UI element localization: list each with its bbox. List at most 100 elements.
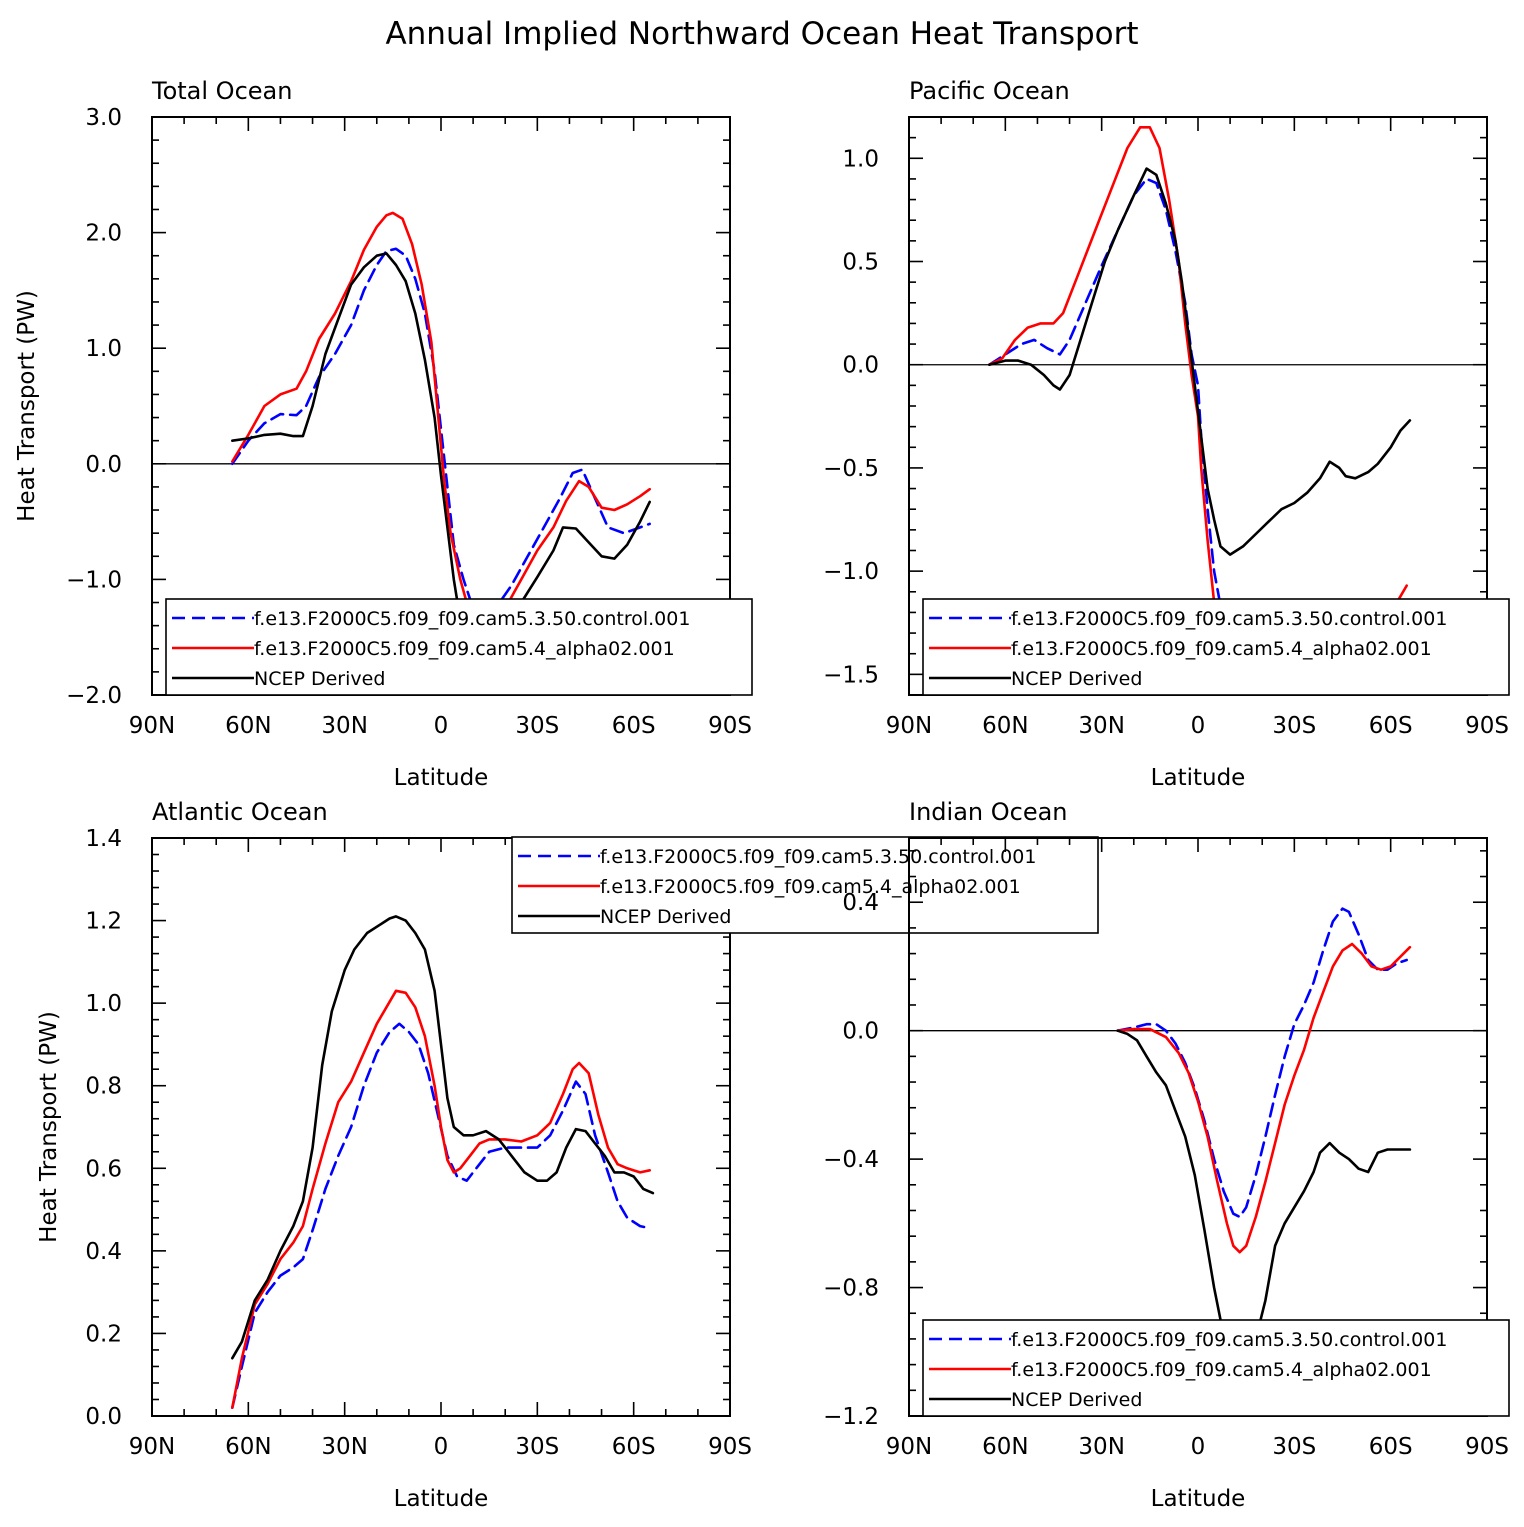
y-tick-label: 1.0 [85, 991, 122, 1017]
x-axis-title: Latitude [394, 765, 489, 791]
legend-label-control: f.e13.F2000C5.f09_f09.cam5.3.50.control.… [1011, 1329, 1447, 1351]
y-axis-title: Heat Transport (PW) [36, 1011, 62, 1243]
y-tick-label: 1.4 [85, 826, 122, 852]
y-tick-label: 1.0 [85, 336, 122, 362]
series-line-ncep [988, 167, 1412, 556]
x-tick-label: 0 [1191, 713, 1206, 739]
legend-label-alpha02: f.e13.F2000C5.f09_f09.cam5.4_alpha02.001 [254, 638, 675, 660]
y-axis-title: Heat Transport (PW) [14, 290, 40, 522]
x-tick-label: 90S [708, 1434, 752, 1460]
legend-label-ncep: NCEP Derived [1011, 1389, 1142, 1411]
x-tick-label: 30S [515, 1434, 559, 1460]
legend-label-ncep: NCEP Derived [1011, 668, 1142, 690]
y-tick-label: 0.0 [842, 1019, 879, 1045]
series-line-ncep [231, 915, 655, 1360]
panel-0: 90N 60N 30N 0 30S 60S 90S −2.0 −1.0 0.0 1.0 2.0 3.0 T… [14, 77, 753, 791]
y-tick-label: 0.2 [85, 1321, 122, 1347]
x-tick-label: 60N [982, 713, 1028, 739]
legend-label-control: f.e13.F2000C5.f09_f09.cam5.3.50.control.… [254, 608, 690, 630]
x-axis-title: Latitude [1151, 765, 1246, 791]
y-tick-label: 0.6 [85, 1156, 122, 1182]
y-tick-label: −2.0 [66, 683, 122, 709]
x-tick-label: 30N [321, 713, 367, 739]
x-tick-label: 90N [886, 1434, 932, 1460]
y-tick-label: −0.5 [823, 456, 879, 482]
y-tick-label: 1.2 [85, 909, 122, 935]
x-tick-label: 90N [129, 713, 175, 739]
y-tick-label: 2.0 [85, 221, 122, 247]
series-line-control [1116, 907, 1408, 1219]
series-line-alpha02 [231, 211, 651, 630]
x-tick-label: 60S [612, 1434, 656, 1460]
legend-box [922, 1319, 1510, 1417]
legend-label-control: f.e13.F2000C5.f09_f09.cam5.3.50.control.… [600, 846, 1036, 868]
y-tick-label: 0.4 [842, 890, 879, 916]
series-line-control [231, 1022, 651, 1409]
panel-3: 90N 60N 30N 0 30S 60S 90S −1.2 −0.8 −0.4 0.0 0.4 Ind… [823, 798, 1510, 1512]
x-tick-label: 60N [982, 1434, 1028, 1460]
y-tick-label: −0.8 [823, 1276, 879, 1302]
legend-label-control: f.e13.F2000C5.f09_f09.cam5.3.50.control.… [1011, 608, 1447, 630]
y-tick-label: −1.0 [66, 567, 122, 593]
legend: f.e13.F2000C5.f09_f09.cam5.3.50.control.… [922, 1319, 1510, 1417]
panel-title: Indian Ocean [909, 798, 1068, 826]
x-tick-label: 30N [1078, 1434, 1124, 1460]
x-tick-label: 60S [1369, 1434, 1413, 1460]
legend-label-alpha02: f.e13.F2000C5.f09_f09.cam5.4_alpha02.001 [1011, 638, 1432, 660]
y-tick-label: 1.0 [842, 146, 879, 172]
legend-label-alpha02: f.e13.F2000C5.f09_f09.cam5.4_alpha02.001 [1011, 1359, 1432, 1381]
series-line-control [988, 177, 1408, 649]
legend: f.e13.F2000C5.f09_f09.cam5.3.50.control.… [511, 836, 1099, 934]
legend-label-alpha02: f.e13.F2000C5.f09_f09.cam5.4_alpha02.001 [600, 876, 1021, 898]
x-tick-label: 60N [225, 1434, 271, 1460]
x-tick-label: 90N [886, 713, 932, 739]
x-tick-label: 90S [708, 713, 752, 739]
x-tick-label: 90S [1465, 1434, 1509, 1460]
x-tick-label: 0 [434, 1434, 449, 1460]
panel-2: 90N 60N 30N 0 30S 60S 90S 0.0 0.2 0.4 0.6 0.8 1.0 1.2… [36, 798, 1099, 1512]
x-tick-label: 30S [1272, 1434, 1316, 1460]
legend-box [511, 836, 1099, 934]
x-tick-label: 30N [321, 1434, 367, 1460]
y-tick-label: 0.5 [842, 250, 879, 276]
legend-label-ncep: NCEP Derived [254, 668, 385, 690]
series-line-control [231, 247, 651, 620]
y-tick-label: −0.4 [823, 1147, 879, 1173]
x-tick-label: 60S [1369, 713, 1413, 739]
legend: f.e13.F2000C5.f09_f09.cam5.3.50.control.… [922, 598, 1510, 696]
y-tick-label: 0.8 [85, 1074, 122, 1100]
y-tick-label: 0.0 [842, 353, 879, 379]
y-tick-label: −1.5 [823, 662, 879, 688]
x-tick-label: 0 [434, 713, 449, 739]
x-tick-label: 90S [1465, 713, 1509, 739]
main-title: Annual Implied Northward Ocean Heat Tran… [385, 16, 1138, 52]
x-axis-title: Latitude [1151, 1486, 1246, 1512]
series-line-alpha02 [231, 989, 651, 1409]
legend: f.e13.F2000C5.f09_f09.cam5.3.50.control.… [165, 598, 753, 696]
x-axis-title: Latitude [394, 1486, 489, 1512]
y-tick-label: −1.2 [823, 1404, 879, 1430]
panel-1: 90N 60N 30N 0 30S 60S 90S −1.5 −1.0 −0.5 0.0 0.5 1.0… [823, 77, 1510, 791]
panel-title: Atlantic Ocean [152, 798, 328, 826]
chart-panels: 90N 60N 30N 0 30S 60S 90S −2.0 −1.0 0.0 1.0 2.0 3.0 T… [14, 77, 1510, 1512]
x-tick-label: 30S [515, 713, 559, 739]
legend-label-ncep: NCEP Derived [600, 906, 731, 928]
y-tick-label: 0.0 [85, 452, 122, 478]
y-tick-label: 3.0 [85, 105, 122, 131]
x-tick-label: 60S [612, 713, 656, 739]
legend-box [922, 598, 1510, 696]
x-tick-label: 30N [1078, 713, 1124, 739]
panel-title: Total Ocean [151, 77, 292, 105]
series-line-ncep [231, 252, 651, 659]
x-tick-label: 30S [1272, 713, 1316, 739]
x-tick-label: 60N [225, 713, 271, 739]
legend-box [165, 598, 753, 696]
x-tick-label: 90N [129, 1434, 175, 1460]
y-tick-label: −1.0 [823, 559, 879, 585]
y-tick-label: 0.0 [85, 1404, 122, 1430]
x-tick-label: 0 [1191, 1434, 1206, 1460]
series-line-alpha02 [1116, 942, 1412, 1254]
panel-title: Pacific Ocean [909, 77, 1070, 105]
y-tick-label: 0.4 [85, 1239, 122, 1265]
